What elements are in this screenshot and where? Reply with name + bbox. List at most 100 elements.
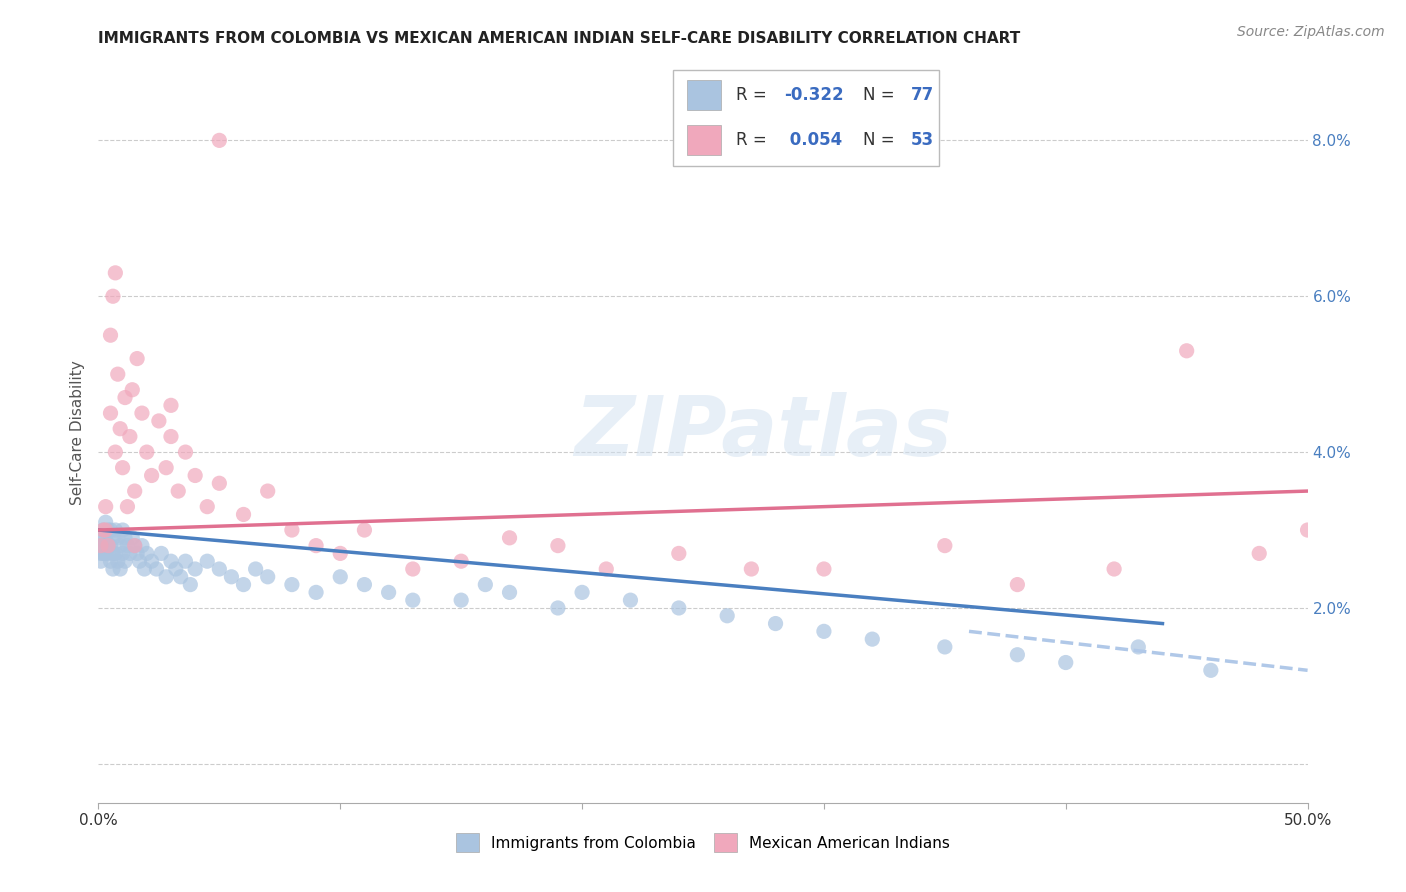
Point	[100, 523, 122, 537]
Point	[111, 546, 134, 560]
Point	[167, 484, 190, 499]
Point	[934, 539, 956, 553]
Point	[208, 133, 231, 147]
Point	[329, 570, 352, 584]
Point	[114, 554, 136, 568]
Point	[1175, 343, 1198, 358]
Text: N =: N =	[863, 86, 900, 104]
Point	[104, 445, 127, 459]
Text: IMMIGRANTS FROM COLOMBIA VS MEXICAN AMERICAN INDIAN SELF-CARE DISABILITY CORRELA: IMMIGRANTS FROM COLOMBIA VS MEXICAN AMER…	[98, 31, 1021, 46]
Point	[90, 539, 112, 553]
Point	[547, 601, 569, 615]
Point	[450, 593, 472, 607]
Point	[107, 554, 129, 568]
Point	[117, 500, 139, 514]
Point	[91, 523, 114, 537]
Point	[1249, 546, 1271, 560]
Point	[305, 585, 328, 599]
Point	[450, 554, 472, 568]
Point	[134, 562, 156, 576]
Point	[97, 523, 120, 537]
Point	[135, 546, 157, 560]
Point	[100, 406, 122, 420]
Point	[128, 554, 150, 568]
Point	[97, 546, 120, 560]
Point	[94, 523, 117, 537]
Point	[121, 531, 143, 545]
Point	[305, 539, 328, 553]
Point	[127, 546, 149, 560]
Point	[353, 523, 375, 537]
Point	[104, 523, 127, 537]
Point	[131, 539, 153, 553]
Point	[108, 562, 131, 576]
Point	[124, 484, 146, 499]
Point	[402, 562, 425, 576]
Legend: Immigrants from Colombia, Mexican American Indians: Immigrants from Colombia, Mexican Americ…	[450, 827, 956, 858]
Point	[150, 546, 173, 560]
Point	[104, 546, 127, 560]
Point	[94, 500, 117, 514]
Point	[329, 546, 352, 560]
Point	[571, 585, 593, 599]
Point	[169, 570, 191, 584]
Point	[90, 554, 112, 568]
Point	[121, 383, 143, 397]
Point	[104, 266, 127, 280]
Point	[94, 539, 117, 553]
Point	[208, 476, 231, 491]
Point	[1296, 523, 1319, 537]
Point	[114, 391, 136, 405]
Point	[195, 500, 218, 514]
Point	[232, 508, 254, 522]
FancyBboxPatch shape	[672, 70, 939, 166]
Point	[668, 601, 690, 615]
Text: 53: 53	[911, 131, 934, 149]
Point	[195, 554, 218, 568]
Point	[160, 398, 183, 412]
Point	[124, 539, 146, 553]
Point	[91, 539, 114, 553]
Point	[1007, 577, 1029, 591]
Point	[101, 289, 124, 303]
Point	[90, 546, 112, 560]
Point	[179, 577, 201, 591]
Point	[94, 515, 117, 529]
Point	[141, 468, 163, 483]
Point	[148, 414, 170, 428]
Point	[165, 562, 187, 576]
Point	[619, 593, 641, 607]
Y-axis label: Self-Care Disability: Self-Care Disability	[69, 360, 84, 505]
Text: N =: N =	[863, 131, 900, 149]
Point	[94, 531, 117, 545]
Point	[174, 554, 197, 568]
Point	[256, 484, 278, 499]
Point	[90, 539, 112, 553]
Point	[111, 460, 134, 475]
Point	[127, 351, 149, 366]
Point	[860, 632, 883, 647]
Point	[107, 531, 129, 545]
Text: 0.054: 0.054	[785, 131, 842, 149]
Point	[118, 429, 141, 443]
Point	[101, 546, 124, 560]
Point	[256, 570, 278, 584]
Point	[740, 562, 762, 576]
Point	[160, 429, 183, 443]
Point	[174, 445, 197, 459]
Point	[91, 531, 114, 545]
Point	[117, 539, 139, 553]
Point	[245, 562, 267, 576]
Point	[155, 570, 177, 584]
Point	[1054, 656, 1077, 670]
Text: ZIPatlas: ZIPatlas	[575, 392, 952, 473]
Point	[1007, 648, 1029, 662]
Point	[813, 624, 835, 639]
Point	[118, 546, 141, 560]
Point	[1199, 663, 1222, 677]
Point	[377, 585, 399, 599]
Point	[184, 562, 207, 576]
Point	[141, 554, 163, 568]
Point	[101, 562, 124, 576]
Point	[108, 422, 131, 436]
